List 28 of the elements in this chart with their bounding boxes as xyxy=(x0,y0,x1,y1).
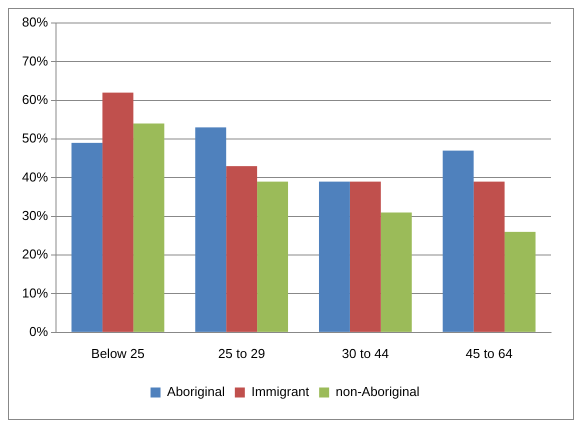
bar xyxy=(226,166,258,332)
bar xyxy=(102,92,134,332)
bar xyxy=(442,150,474,332)
y-tick-label: 10% xyxy=(22,285,48,300)
bar xyxy=(133,124,164,332)
bar xyxy=(504,232,536,332)
legend-label: Aboriginal xyxy=(167,384,225,400)
bar xyxy=(380,212,412,332)
y-tick-label: 80% xyxy=(22,14,48,30)
y-tick-label: 20% xyxy=(22,246,48,262)
y-tick-label: 40% xyxy=(22,169,48,184)
bar xyxy=(71,142,102,332)
y-tick-label: 70% xyxy=(22,53,48,68)
bar xyxy=(318,182,350,332)
y-tick-label: 0% xyxy=(29,324,48,339)
x-tick-label: 30 to 44 xyxy=(342,346,389,361)
bar xyxy=(474,182,505,332)
legend-label: Immigrant xyxy=(251,384,310,400)
x-tick-label: Below 25 xyxy=(91,346,145,361)
legend-label: non-Aboriginal xyxy=(336,384,420,400)
y-tick-label: 30% xyxy=(22,208,48,223)
y-tick-label: 60% xyxy=(22,92,48,107)
x-tick-label: 25 to 29 xyxy=(218,346,266,361)
bar xyxy=(350,182,381,332)
x-tick-label: 45 to 64 xyxy=(466,346,513,361)
bar xyxy=(195,127,226,332)
y-tick-label: 50% xyxy=(22,130,48,146)
bar xyxy=(257,182,288,332)
